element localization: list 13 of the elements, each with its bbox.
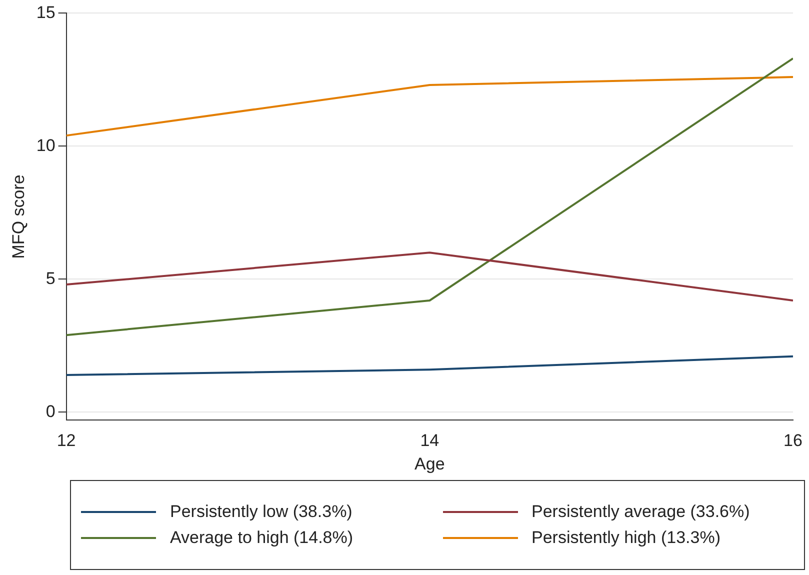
x-tick-label: 14 — [420, 431, 440, 450]
legend-label: Persistently high (13.3%) — [532, 528, 720, 548]
y-axis-title: MFQ score — [8, 174, 28, 259]
x-tick-label: 12 — [56, 431, 76, 450]
legend-label: Persistently average (33.6%) — [532, 502, 750, 522]
y-tick-label: 10 — [36, 136, 56, 155]
x-axis-title: Age — [414, 454, 445, 474]
x-tick-label: 16 — [784, 431, 802, 450]
y-tick-label: 0 — [46, 402, 56, 421]
legend-label: Persistently low (38.3%) — [170, 502, 352, 522]
y-tick-label: 15 — [36, 2, 56, 22]
y-tick-label: 5 — [46, 268, 56, 288]
legend-label: Average to high (14.8%) — [170, 528, 354, 548]
